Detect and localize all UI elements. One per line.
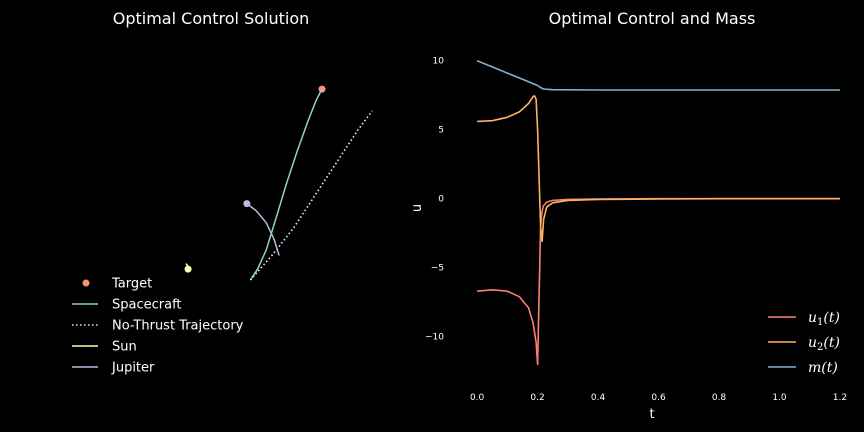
y-tick-label: 10 xyxy=(433,57,445,67)
x-tick-label: 0.8 xyxy=(712,393,727,403)
target-marker xyxy=(318,85,326,93)
right-legend: u1(t) u2(t) m(t) xyxy=(768,310,840,376)
left-chart-panel: Optimal Control Solution Target Spacecraf… xyxy=(72,9,373,376)
legend-no-thrust-trajectory-label: No-Thrust Trajectory xyxy=(112,319,244,334)
legend-target-handle xyxy=(82,279,90,287)
legend-m-label: m(t) xyxy=(808,360,838,376)
legend-spacecraft-label: Spacecraft xyxy=(112,298,182,313)
series-u2-line xyxy=(477,95,840,243)
legend-u2-label: u2(t) xyxy=(808,335,840,353)
jupiter-marker xyxy=(243,200,251,208)
x-tick-label: 1.0 xyxy=(772,393,787,403)
no-thrust-trajectory-path xyxy=(249,110,373,281)
series-m-line xyxy=(476,59,840,91)
legend-jupiter-label: Jupiter xyxy=(111,361,155,376)
sun-marker xyxy=(184,265,192,273)
jupiter-path xyxy=(246,203,280,256)
right-chart-panel: Optimal Control and Mass t u 0.0 0.2 0.4 0.… xyxy=(410,9,847,422)
x-tick-label: 0.0 xyxy=(470,393,485,403)
x-tick-label: 0.4 xyxy=(591,393,606,403)
y-tick-label: 0 xyxy=(438,195,444,205)
y-tick-label: −10 xyxy=(425,333,444,343)
spacecraft-path xyxy=(249,88,323,281)
left-legend: Target Spacecraft No-Thrust Trajectory Sun J… xyxy=(72,277,244,376)
right-y-axis-label: u xyxy=(410,204,425,212)
right-tick-labels: 0.0 0.2 0.4 0.6 0.8 1.0 1.2 10 5 0 −5 −10 xyxy=(425,57,847,403)
x-tick-label: 0.2 xyxy=(530,393,544,403)
right-x-axis-label: t xyxy=(649,407,654,422)
right-chart-title: Optimal Control and Mass xyxy=(549,9,756,28)
legend-u1-label: u1(t) xyxy=(808,310,840,328)
x-tick-label: 1.2 xyxy=(833,393,847,403)
left-chart-title: Optimal Control Solution xyxy=(113,9,310,28)
x-tick-label: 0.6 xyxy=(651,393,666,403)
y-tick-label: −5 xyxy=(431,264,444,274)
y-tick-label: 5 xyxy=(438,126,444,136)
legend-sun-label: Sun xyxy=(112,340,137,355)
left-plot-area xyxy=(184,85,373,281)
right-plot-area xyxy=(476,59,840,366)
legend-target-label: Target xyxy=(111,277,152,292)
